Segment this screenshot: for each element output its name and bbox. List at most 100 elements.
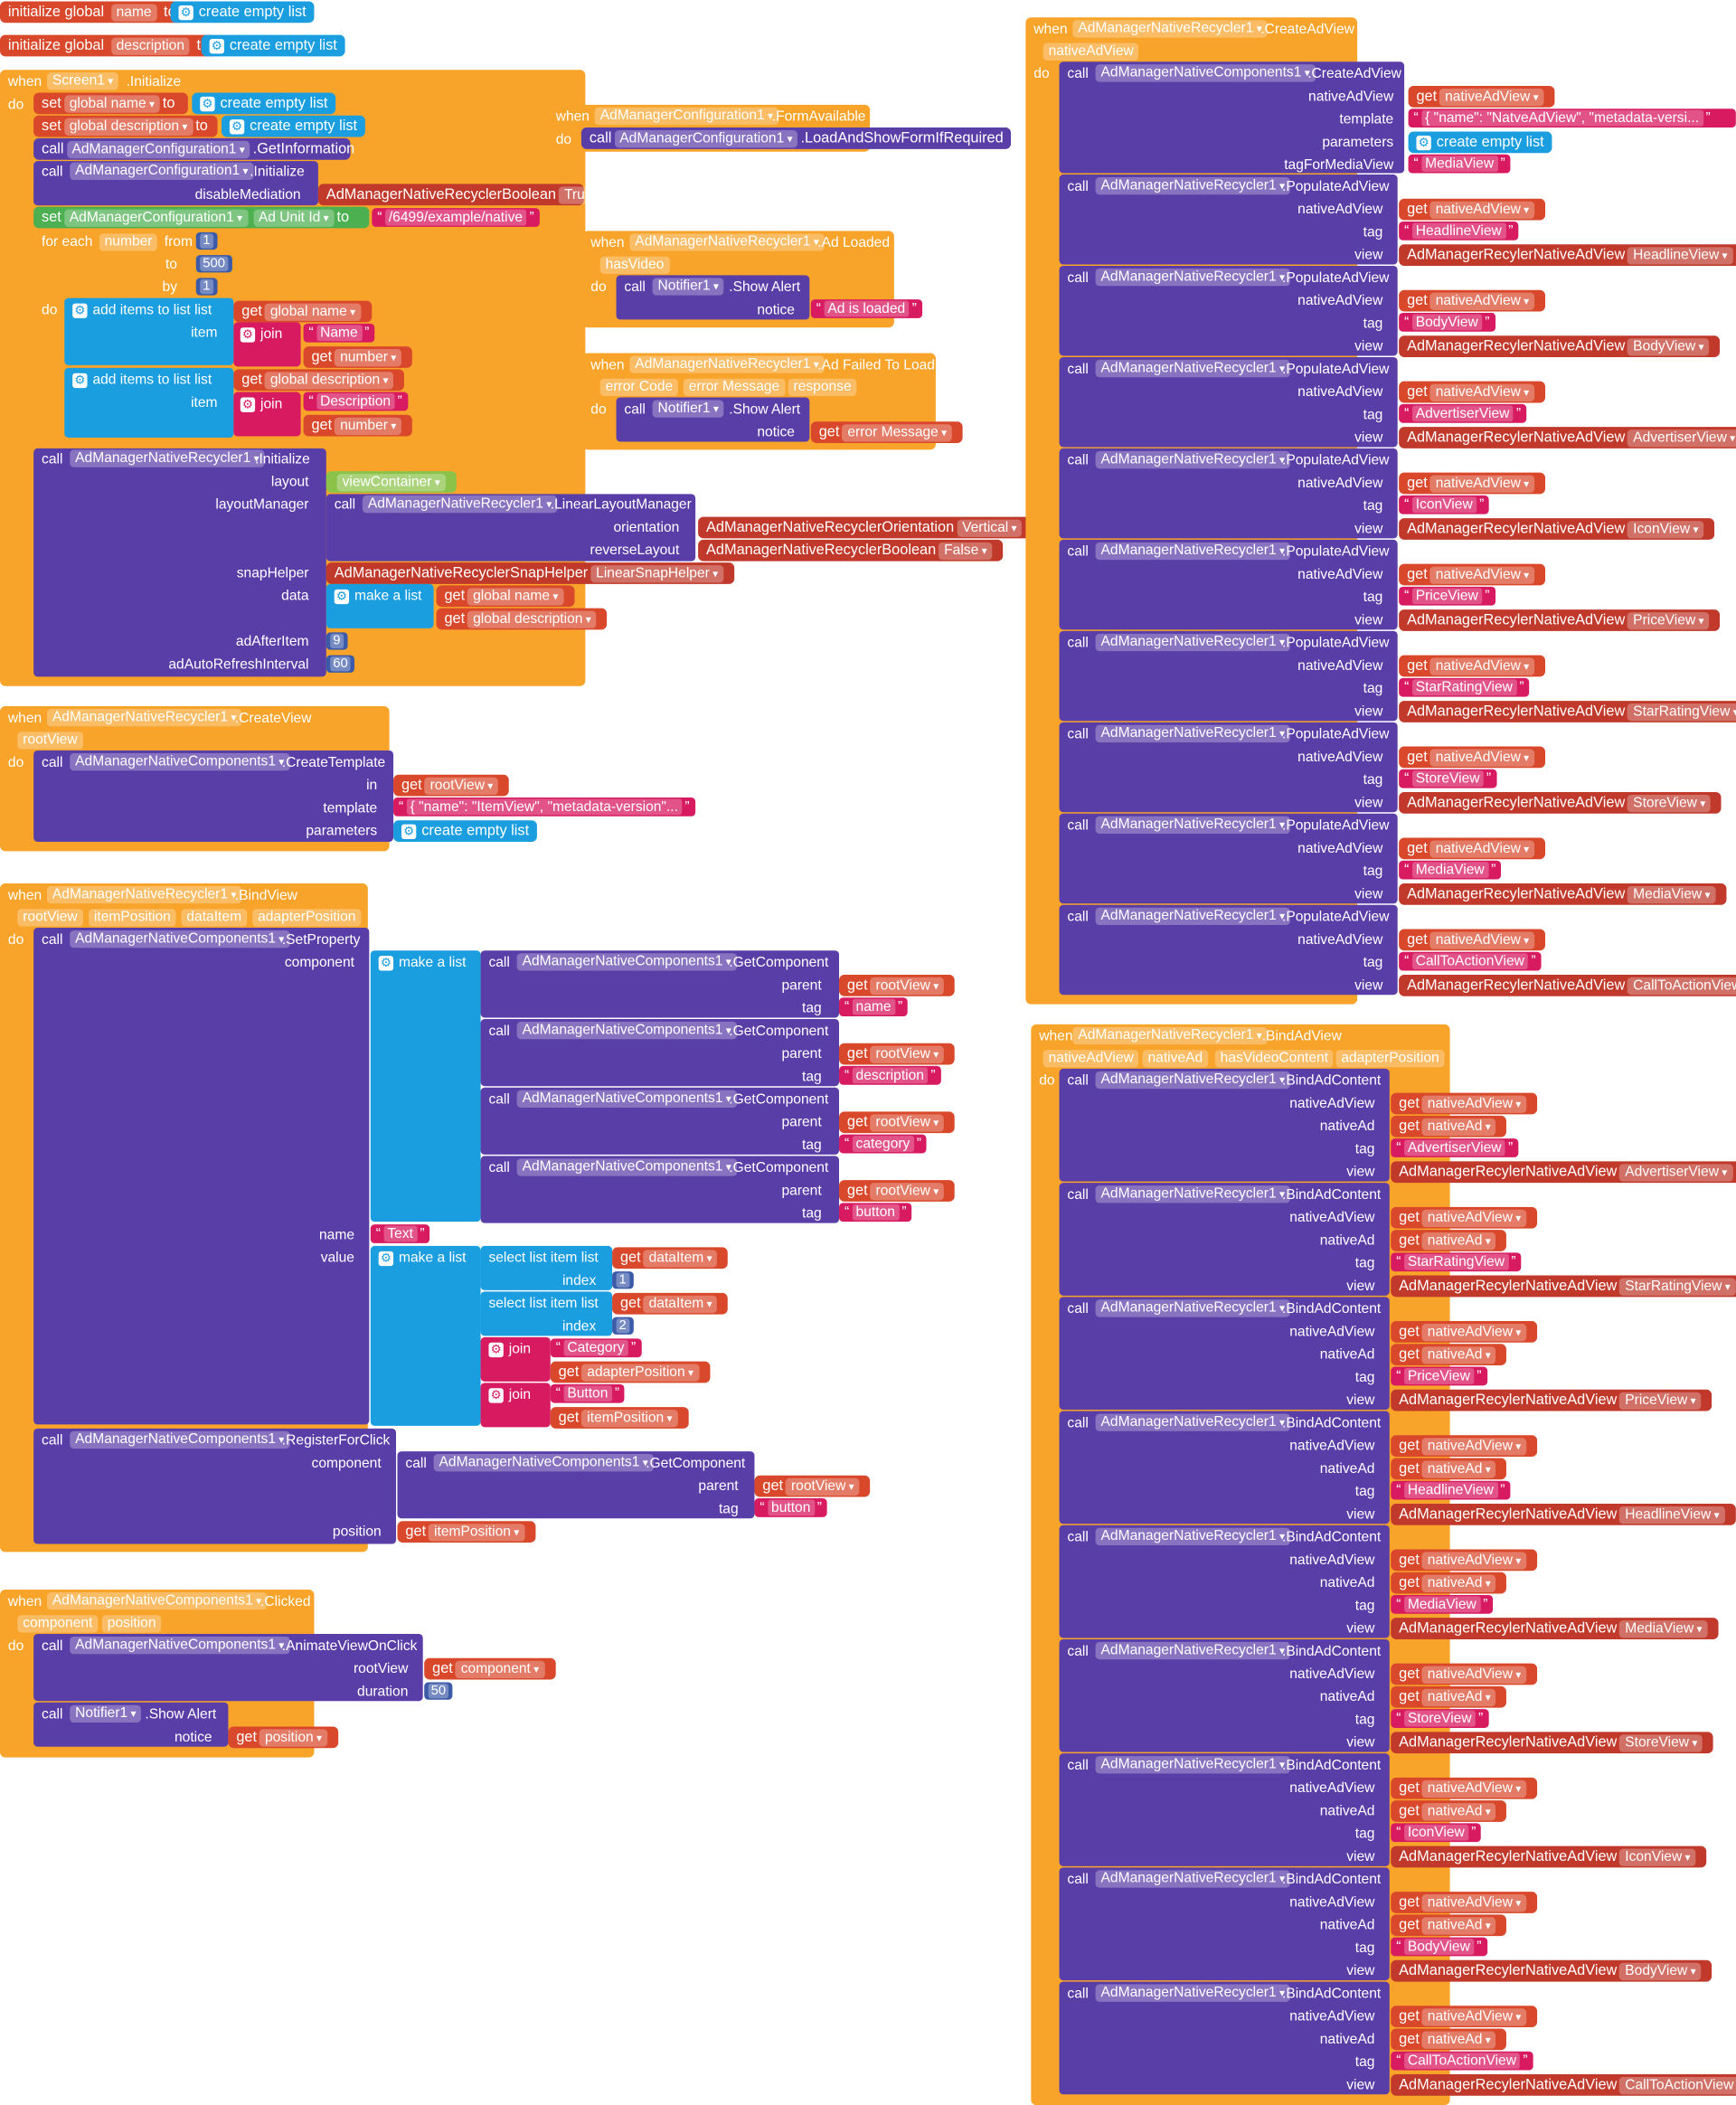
tag-string[interactable]: “MediaView” xyxy=(1399,860,1502,880)
adunit-string[interactable]: “/6499/example/native” xyxy=(372,208,540,227)
tag-string[interactable]: “CallToActionView” xyxy=(1399,951,1542,971)
index-number[interactable]: 1 xyxy=(612,1271,634,1289)
get-rootview-block[interactable]: get rootView xyxy=(839,1180,956,1202)
get-dataitem-block[interactable]: get dataItem xyxy=(612,1292,729,1315)
tag-string[interactable]: “HeadlineView” xyxy=(1399,221,1519,241)
tag-string[interactable]: “StarRatingView” xyxy=(1391,1252,1522,1272)
get-adapterposition-block[interactable]: get adapterPosition xyxy=(550,1361,710,1383)
get-nativeadview-block[interactable]: get nativeAdView xyxy=(1391,2006,1538,2028)
get-nativeadview-block[interactable]: get nativeAdView xyxy=(1391,1435,1538,1458)
add-items-description-block[interactable] xyxy=(64,367,234,439)
create-empty-list-block[interactable]: ⚙ create empty list xyxy=(1408,131,1552,154)
template-string[interactable]: “{ "name": "ItemView", "metadata-version… xyxy=(393,797,695,817)
get-global-description-block[interactable]: get global description xyxy=(436,608,608,630)
get-nativeadview-block[interactable]: get nativeAdView xyxy=(1391,1206,1538,1229)
nativeadview-enum-block[interactable]: AdManagerRecylerNativeAdView CallToAction… xyxy=(1391,2074,1736,2096)
get-nativead-block[interactable]: get nativeAd xyxy=(1391,1914,1507,1937)
tag-string[interactable]: “PriceView” xyxy=(1399,586,1495,606)
viewcontainer-block[interactable]: viewContainer xyxy=(326,471,457,493)
set-adunitid-block[interactable]: setAdManagerConfiguration1Ad Unit Idto xyxy=(33,206,370,229)
create-empty-list-block[interactable]: ⚙ create empty list xyxy=(393,820,538,842)
tag-string[interactable]: “AdvertiserView” xyxy=(1399,403,1526,423)
get-nativeadview-block[interactable]: get nativeAdView xyxy=(1408,86,1555,108)
nativeadview-enum-block[interactable]: AdManagerRecylerNativeAdView IconView xyxy=(1391,1845,1707,1868)
get-nativeadview-block[interactable]: get nativeAdView xyxy=(1391,1092,1538,1115)
make-a-list-block[interactable] xyxy=(370,1245,481,1426)
snaphelper-block[interactable]: AdManagerNativeRecyclerSnapHelper LinearS… xyxy=(326,562,734,584)
tag-string[interactable]: “StoreView” xyxy=(1391,1709,1489,1728)
global-init-name-block[interactable]: initialize global name to xyxy=(0,1,184,24)
get-global-name-block[interactable]: get global name xyxy=(233,300,372,323)
nativeadview-enum-block[interactable]: AdManagerRecylerNativeAdView PriceView xyxy=(1391,1389,1712,1411)
nativeadview-enum-block[interactable]: AdManagerRecylerNativeAdView MediaView xyxy=(1391,1618,1719,1639)
get-number-block[interactable]: get number xyxy=(303,346,413,368)
orientation-block[interactable]: AdManagerNativeRecyclerOrientation Vertic… xyxy=(698,516,1033,539)
get-nativeadview-block[interactable]: get nativeAdView xyxy=(1391,1549,1538,1572)
get-nativeadview-block[interactable]: get nativeAdView xyxy=(1399,929,1545,951)
nativeadview-enum-block[interactable]: AdManagerRecylerNativeAdView AdvertiserVi… xyxy=(1399,427,1736,448)
get-nativead-block[interactable]: get nativeAd xyxy=(1391,2028,1507,2051)
refresh-number[interactable]: 60 xyxy=(326,655,355,673)
create-empty-list-block[interactable]: ⚙ create empty list xyxy=(201,34,345,57)
tag-string[interactable]: “IconView” xyxy=(1399,495,1490,514)
tag-string[interactable]: “IconView” xyxy=(1391,1823,1482,1843)
get-nativeadview-block[interactable]: get nativeAdView xyxy=(1399,289,1545,312)
get-nativead-block[interactable]: get nativeAd xyxy=(1391,1115,1507,1137)
nativeadview-enum-block[interactable]: AdManagerRecylerNativeAdView HeadlineView xyxy=(1399,244,1736,266)
add-items-name-block[interactable] xyxy=(64,297,234,365)
gear-icon[interactable]: ⚙ xyxy=(200,96,215,111)
by-number[interactable]: 1 xyxy=(195,278,217,296)
tag-string[interactable]: “StarRatingView” xyxy=(1399,677,1530,697)
create-empty-list-block[interactable]: ⚙ create empty list xyxy=(192,92,336,115)
call-getinformation-block[interactable]: callAdManagerConfiguration1.GetInformati… xyxy=(33,137,354,160)
gear-icon[interactable]: ⚙ xyxy=(209,38,224,53)
global-var-description[interactable]: description xyxy=(110,36,190,55)
get-position-block[interactable]: get position xyxy=(228,1726,338,1749)
get-nativead-block[interactable]: get nativeAd xyxy=(1391,1572,1507,1594)
to-number[interactable]: 500 xyxy=(195,255,232,273)
get-nativeadview-block[interactable]: get nativeAdView xyxy=(1399,746,1545,769)
nativeadview-enum-block[interactable]: AdManagerRecylerNativeAdView CallToAction… xyxy=(1399,974,1736,996)
get-number-block[interactable]: get number xyxy=(303,414,413,437)
get-global-description-block[interactable]: get global description xyxy=(233,369,405,392)
get-nativeadview-block[interactable]: get nativeAdView xyxy=(1399,381,1545,403)
reverselayout-block[interactable]: AdManagerNativeRecyclerBoolean False xyxy=(698,539,1004,562)
tag-string[interactable]: “BodyView” xyxy=(1399,312,1495,332)
nativeadview-enum-block[interactable]: AdManagerRecylerNativeAdView StarRatingVi… xyxy=(1391,1275,1736,1298)
create-empty-list-block[interactable]: ⚙ create empty list xyxy=(170,1,315,24)
nativeadview-enum-block[interactable]: AdManagerRecylerNativeAdView IconView xyxy=(1399,518,1715,540)
tag-string[interactable]: “PriceView” xyxy=(1391,1366,1487,1386)
get-error-message-block[interactable]: get error Message xyxy=(810,421,963,443)
call-recycler-initialize-block[interactable] xyxy=(33,448,326,677)
tag-string[interactable]: “CallToActionView” xyxy=(1391,2051,1533,2071)
nativeadview-enum-block[interactable]: AdManagerRecylerNativeAdView BodyView xyxy=(1399,335,1721,357)
get-nativeadview-block[interactable]: get nativeAdView xyxy=(1391,1663,1538,1685)
nativeadview-enum-block[interactable]: AdManagerRecylerNativeAdView BodyView xyxy=(1391,1959,1712,1982)
tag-string[interactable]: “StoreView” xyxy=(1399,769,1497,788)
global-init-description-block[interactable]: initialize global description to xyxy=(0,34,218,57)
get-rootview-block[interactable]: get rootView xyxy=(839,1043,956,1065)
nativeadview-enum-block[interactable]: AdManagerRecylerNativeAdView StarRatingVi… xyxy=(1399,701,1736,722)
tag-string[interactable]: “AdvertiserView” xyxy=(1391,1138,1519,1157)
loadandshowform-block[interactable]: callAdManagerConfiguration1.LoadAndShowF… xyxy=(580,127,1012,149)
get-rootview-block[interactable]: get rootView xyxy=(754,1475,871,1497)
get-itemposition-block[interactable]: get itemPosition xyxy=(550,1407,689,1429)
index-number[interactable]: 2 xyxy=(612,1317,634,1335)
get-global-name-block[interactable]: get global name xyxy=(436,585,575,608)
get-nativead-block[interactable]: get nativeAd xyxy=(1391,1458,1507,1480)
tag-string[interactable]: “BodyView” xyxy=(1391,1937,1487,1957)
nativeadview-enum-block[interactable]: AdManagerRecylerNativeAdView HeadlineView xyxy=(1391,1503,1736,1525)
get-dataitem-block[interactable]: get dataItem xyxy=(612,1247,729,1270)
nativeadview-enum-block[interactable]: AdManagerRecylerNativeAdView MediaView xyxy=(1399,883,1727,905)
boolean-true-block[interactable]: AdManagerNativeRecyclerBoolean True xyxy=(317,184,607,206)
get-rootview-block[interactable]: get rootView xyxy=(839,1111,956,1134)
get-nativeadview-block[interactable]: get nativeAdView xyxy=(1399,837,1545,860)
get-nativeadview-block[interactable]: get nativeAdView xyxy=(1399,655,1545,677)
setproperty-block[interactable] xyxy=(33,927,370,1425)
get-nativeadview-block[interactable]: get nativeAdView xyxy=(1399,472,1545,495)
get-nativead-block[interactable]: get nativeAd xyxy=(1391,1230,1507,1251)
nativeadview-enum-block[interactable]: AdManagerRecylerNativeAdView AdvertiserVi… xyxy=(1391,1161,1736,1184)
tag-string[interactable]: “MediaView” xyxy=(1391,1594,1494,1614)
